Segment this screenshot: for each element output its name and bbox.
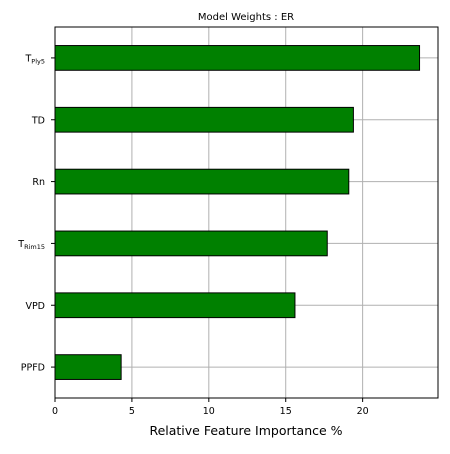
- x-tick-label: 5: [129, 406, 135, 417]
- plot-frame: [54, 26, 439, 399]
- x-axis-label: Relative Feature Importance %: [149, 423, 342, 438]
- y-tick-label-main: T: [17, 239, 24, 250]
- y-tick-label: VPD: [25, 301, 45, 312]
- bar: [54, 45, 421, 71]
- bars: [54, 45, 421, 380]
- bar: [54, 230, 328, 257]
- x-axis-ticks: 0 5 10 15 20: [52, 398, 369, 417]
- y-tick-label-subscript: Ply5: [31, 57, 45, 65]
- y-tick-label: TPly5: [24, 53, 45, 65]
- x-tick-label: 0: [52, 406, 58, 417]
- y-tick-label-main: PPFD: [21, 363, 45, 374]
- y-tick-label-subscript: Rim15: [24, 243, 45, 251]
- x-tick-label: 20: [357, 406, 369, 417]
- x-tick-label: 15: [280, 406, 292, 417]
- y-tick-label: TRim15: [17, 239, 45, 251]
- y-tick-label-main: Rn: [32, 177, 45, 188]
- y-tick-label: Rn: [32, 177, 45, 188]
- y-tick-label-main: TD: [31, 115, 45, 126]
- y-tick-label: PPFD: [21, 363, 45, 374]
- bar: [54, 292, 296, 319]
- y-tick-label-main: VPD: [25, 301, 45, 312]
- bar: [54, 354, 122, 380]
- grid-lines: [54, 27, 438, 398]
- y-tick-label: TD: [31, 115, 45, 126]
- x-tick-label: 10: [203, 406, 215, 417]
- y-tick-label-main: T: [24, 53, 31, 64]
- bar: [54, 106, 354, 133]
- chart-title: Model Weights : ER: [198, 12, 294, 23]
- bar: [54, 168, 350, 195]
